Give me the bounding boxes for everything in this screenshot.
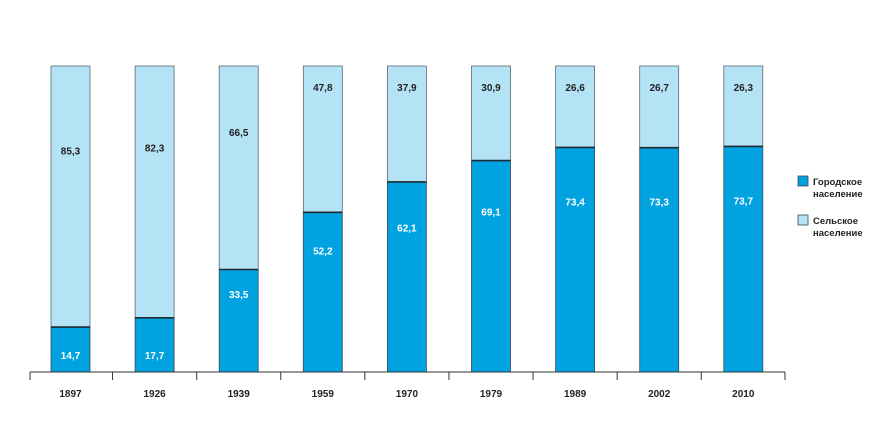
bar-urban-1959: [302, 211, 343, 373]
x-tick-label-1959: 1959: [312, 389, 335, 400]
bar-urban-1979: [471, 160, 511, 373]
x-tick-label-1979: 1979: [480, 389, 503, 400]
label-rural-1939: 66,5: [229, 128, 249, 139]
x-tick-label-1939: 1939: [228, 389, 251, 400]
legend-swatch-rural: [797, 214, 809, 226]
label-urban-1959: 52,2: [313, 247, 333, 258]
bar-rural-1989: [555, 65, 595, 148]
label-rural-1979: 30,9: [481, 83, 501, 94]
bar-urban-1897: [50, 326, 91, 373]
x-tick-label-1989: 1989: [564, 389, 587, 400]
bar-urban-2010: [723, 146, 764, 373]
legend-swatch-urban: [797, 175, 809, 187]
legend-label-urban-line2: население: [813, 189, 863, 200]
label-urban-1970: 62,1: [397, 224, 417, 235]
legend-label-rural-line1: Сельское: [813, 216, 858, 227]
label-rural-1926: 82,3: [145, 144, 165, 155]
label-rural-2010: 26,3: [734, 83, 754, 94]
bar-rural-1926: [134, 65, 175, 319]
legend-label-rural-line2: население: [813, 228, 863, 239]
label-rural-1970: 37,9: [397, 83, 417, 94]
bar-rural-1979: [471, 65, 511, 161]
label-urban-1939: 33,5: [229, 290, 249, 301]
label-rural-1989: 26,6: [565, 83, 585, 94]
label-urban-1926: 17,7: [145, 351, 165, 362]
legend-label-urban-line1: Городское: [813, 177, 862, 188]
label-rural-1897: 85,3: [61, 147, 81, 158]
label-urban-1979: 69,1: [481, 207, 501, 218]
bar-rural-2010: [723, 65, 764, 147]
bar-urban-1989: [555, 146, 595, 373]
x-tick-label-1897: 1897: [59, 389, 82, 400]
label-rural-1959: 47,8: [313, 83, 333, 94]
x-tick-label-2002: 2002: [648, 389, 671, 400]
bar-urban-1926: [134, 317, 175, 373]
bar-rural-1959: [302, 65, 343, 213]
bar-urban-1970: [386, 181, 427, 373]
label-rural-2002: 26,7: [649, 83, 669, 94]
label-urban-1989: 73,4: [565, 197, 585, 208]
bar-urban-1939: [218, 269, 259, 373]
bar-rural-2002: [639, 65, 680, 149]
label-urban-2002: 73,3: [649, 198, 669, 209]
bar-urban-2002: [639, 147, 680, 373]
label-urban-2010: 73,7: [734, 197, 754, 208]
x-tick-label-1970: 1970: [396, 389, 419, 400]
label-urban-1897: 14,7: [61, 351, 81, 362]
x-tick-label-2010: 2010: [732, 389, 755, 400]
x-tick-label-1926: 1926: [143, 389, 166, 400]
bar-rural-1897: [50, 65, 91, 328]
bar-rural-1939: [218, 65, 259, 270]
